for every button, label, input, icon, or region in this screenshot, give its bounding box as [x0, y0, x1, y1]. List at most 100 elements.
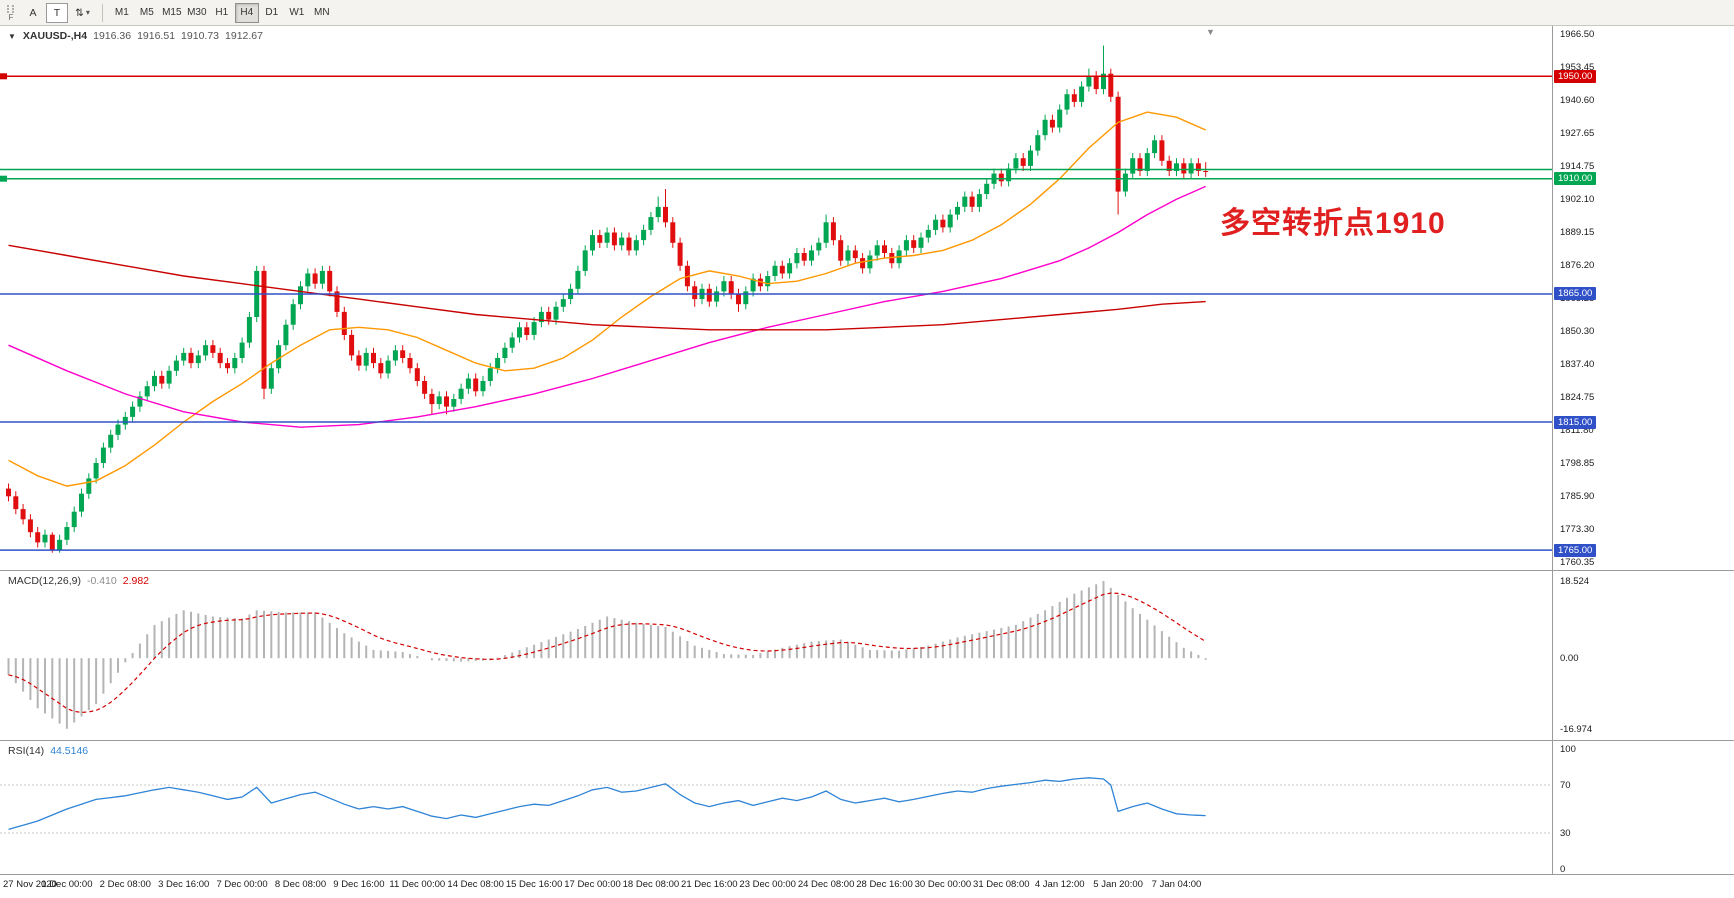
rsi-value: 44.5146	[50, 745, 89, 757]
candlestick-chart[interactable]	[0, 26, 1552, 570]
high-value: 1916.51	[137, 30, 176, 42]
timeframes-group: M1 M5 M15 M30 H1 H4 D1 W1 MN	[110, 2, 334, 23]
rsi-header: RSI(14) 44.5146	[8, 745, 88, 757]
timeframe-button-h1[interactable]: H1	[210, 3, 234, 23]
candles-group	[6, 45, 1209, 553]
time-axis-label: 1 Dec 00:00	[41, 879, 93, 890]
axis-tick-label: 1773.30	[1560, 524, 1595, 535]
macd-histogram	[7, 581, 1207, 729]
axis-tick-label: 30	[1560, 828, 1571, 839]
time-axis[interactable]: 27 Nov 2020 1 Dec 00:00 2 Dec 08:00 3 Dec 1…	[0, 874, 1734, 898]
macd-header: MACD(12,26,9) -0.410 2.982	[8, 575, 149, 587]
time-axis-label: 23 Dec 00:00	[739, 879, 796, 890]
time-axis-label: 7 Jan 04:00	[1151, 879, 1202, 890]
text-tool-button[interactable]: T	[46, 2, 68, 23]
chart-shift-marker-icon[interactable]: ▼	[1206, 27, 1215, 37]
open-value: 1916.36	[93, 30, 132, 42]
time-axis-label: 17 Dec 00:00	[564, 879, 621, 890]
timeframe-button-m15[interactable]: M15	[160, 3, 184, 23]
time-axis-label: 24 Dec 08:00	[797, 879, 855, 890]
macd-signal-line	[8, 592, 1207, 714]
line-edge-tag	[0, 73, 7, 80]
hline-price-badge[interactable]: 1865.00	[1554, 287, 1597, 301]
time-axis-label: 2 Dec 08:00	[99, 879, 151, 890]
hline-price-badge[interactable]: 1765.00	[1554, 543, 1597, 557]
hline-price-badge[interactable]: 1910.00	[1554, 172, 1597, 186]
symbol-header: ▼ XAUUSD-,H4 1916.36 1916.51 1910.73 191…	[8, 30, 263, 42]
ma-mid-magenta	[8, 185, 1206, 428]
axis-tick-label: 100	[1560, 744, 1576, 755]
indicators-dropdown-button[interactable]: ⇅ ▾	[70, 3, 95, 23]
axis-tick-label: 1914.75	[1560, 161, 1595, 172]
macd-signal-value: 2.982	[122, 575, 150, 587]
toolbar-separator	[101, 3, 103, 22]
axis-tick-label: 1850.30	[1560, 326, 1595, 337]
timeframe-button-m1[interactable]: M1	[110, 3, 134, 23]
hline-price-badge[interactable]: 1815.00	[1554, 415, 1597, 429]
low-value: 1910.73	[181, 30, 220, 42]
time-axis-label: 4 Jan 12:00	[1034, 879, 1085, 890]
macd-indicator-panel[interactable]: MACD(12,26,9) -0.410 2.982 18.524 0.00 -16…	[0, 570, 1734, 740]
ma-fast-orange	[8, 111, 1206, 487]
axis-tick-label: 1940.60	[1560, 95, 1595, 106]
cursor-tool-button[interactable]: A	[22, 3, 44, 23]
ma-slow-red	[8, 244, 1206, 331]
axis-tick-label: 1902.10	[1560, 194, 1595, 205]
timeframe-button-m30[interactable]: M30	[185, 3, 209, 23]
toolbar-handle[interactable]: F	[4, 4, 18, 22]
rsi-line	[8, 777, 1206, 831]
toolbar-f-label: F	[8, 12, 14, 22]
timeframe-button-w1[interactable]: W1	[285, 3, 309, 23]
axis-tick-label: 1811.80	[1560, 425, 1594, 436]
axis-tick-label: 1837.40	[1560, 359, 1595, 370]
time-axis-label: 11 Dec 00:00	[389, 879, 446, 890]
timeframe-button-mn[interactable]: MN	[310, 3, 334, 23]
axis-tick-label: 1785.90	[1560, 491, 1595, 502]
rsi-indicator-panel[interactable]: RSI(14) 44.5146 100 70 30 0	[0, 740, 1734, 875]
time-axis-label: 28 Dec 16:00	[856, 879, 913, 890]
caret-down-icon: ▾	[85, 8, 90, 17]
axis-tick-label: 70	[1560, 780, 1571, 791]
timeframe-button-d1[interactable]: D1	[260, 3, 284, 23]
time-axis-label: 5 Jan 20:00	[1093, 879, 1143, 890]
drag-dots-icon	[7, 4, 14, 13]
time-axis-label: 21 Dec 16:00	[681, 879, 738, 890]
axis-tick-label: -16.974	[1560, 724, 1593, 735]
axis-tick-label: 1927.65	[1560, 128, 1595, 139]
time-axis-label: 7 Dec 00:00	[216, 879, 268, 890]
cycle-arrows-icon: ⇅	[75, 6, 84, 19]
axis-tick-label: 0	[1560, 864, 1566, 875]
axis-tick-label: 1889.15	[1560, 227, 1595, 238]
close-value: 1912.67	[225, 30, 263, 42]
macd-axis[interactable]: 18.524 0.00 -16.974	[1552, 571, 1734, 740]
axis-tick-label: 1798.85	[1560, 458, 1595, 469]
rsi-axis[interactable]: 100 70 30 0	[1552, 741, 1734, 875]
axis-tick-label: 18.524	[1560, 576, 1590, 587]
macd-title: MACD(12,26,9)	[8, 575, 81, 587]
time-axis-label: 3 Dec 16:00	[158, 879, 210, 890]
one-click-trading-triangle-icon[interactable]: ▼	[8, 32, 16, 41]
macd-main-value: -0.410	[86, 575, 117, 587]
price-chart-panel[interactable]: ▼ XAUUSD-,H4 1916.36 1916.51 1910.73 191…	[0, 26, 1734, 570]
time-axis-label: 9 Dec 16:00	[333, 879, 385, 890]
time-axis-label: 18 Dec 08:00	[622, 879, 680, 890]
hline-price-badge[interactable]: 1950.00	[1554, 69, 1597, 83]
time-axis-label: 27 Nov 2020	[3, 879, 57, 890]
macd-chart[interactable]	[0, 571, 1552, 741]
time-axis-label: 30 Dec 00:00	[914, 879, 972, 890]
timeframe-button-m5[interactable]: M5	[135, 3, 159, 23]
symbol-name: XAUUSD-,H4	[22, 30, 88, 42]
axis-tick-label: 0.00	[1560, 653, 1579, 665]
line-edge-tag	[0, 175, 7, 182]
rsi-title: RSI(14)	[8, 745, 45, 757]
axis-tick-label: 1760.35	[1560, 557, 1595, 568]
main-toolbar: F A T ⇅ ▾ M1 M5 M15 M30 H1 H4 D1 W1 MN	[0, 0, 1734, 26]
price-axis[interactable]: 1966.50 1953.45 1940.60 1927.65 1914.75 1902.…	[1552, 26, 1734, 570]
axis-tick-label: 1953.45	[1560, 62, 1595, 73]
rsi-chart[interactable]	[0, 741, 1552, 875]
time-axis-label: 8 Dec 08:00	[274, 879, 327, 890]
timeframe-button-h4[interactable]: H4	[234, 2, 259, 23]
chart-annotation-text[interactable]: 多空转折点1910	[1220, 207, 1446, 240]
axis-tick-label: 1966.50	[1560, 29, 1595, 40]
